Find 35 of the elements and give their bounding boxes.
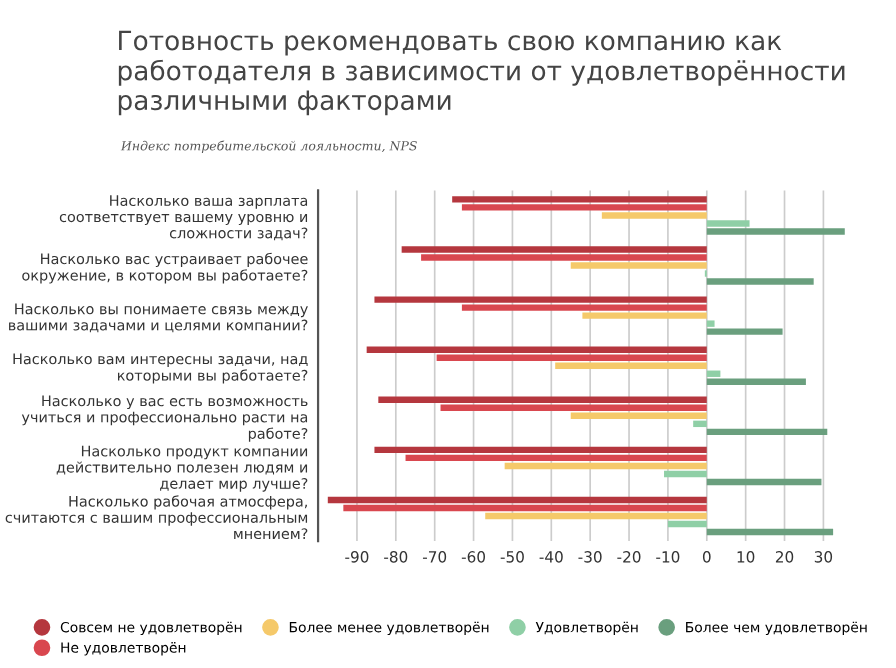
bar bbox=[693, 420, 707, 428]
bar bbox=[440, 404, 707, 412]
bar bbox=[366, 346, 707, 353]
bar bbox=[706, 528, 834, 536]
bar bbox=[706, 370, 721, 377]
bar bbox=[405, 454, 707, 462]
bar bbox=[706, 278, 814, 285]
bar bbox=[570, 412, 707, 420]
bar bbox=[374, 446, 707, 454]
bar bbox=[401, 246, 707, 253]
bar bbox=[706, 428, 828, 436]
bar bbox=[327, 496, 707, 504]
bar bbox=[374, 296, 707, 303]
bar bbox=[485, 512, 707, 520]
bar bbox=[706, 328, 783, 335]
bar bbox=[570, 262, 707, 269]
bar bbox=[504, 462, 707, 470]
bar bbox=[461, 204, 707, 211]
bar bbox=[436, 354, 707, 361]
bar bbox=[706, 220, 750, 227]
bar bbox=[706, 478, 822, 486]
bar bbox=[601, 212, 707, 219]
chart-title: Готовность рекомендовать свою компанию как работодателя в зависимости от удовлетворённости различными факторами bbox=[118, 30, 845, 116]
bar bbox=[706, 378, 806, 385]
bar bbox=[421, 254, 707, 261]
bar bbox=[582, 312, 707, 319]
bar bbox=[452, 196, 707, 203]
bar bbox=[343, 504, 707, 512]
bar bbox=[555, 362, 707, 369]
bar bbox=[461, 304, 707, 311]
bar bbox=[664, 470, 707, 478]
bar bbox=[378, 396, 707, 403]
bar bbox=[706, 320, 715, 327]
bar bbox=[706, 228, 845, 235]
bar bbox=[667, 520, 707, 528]
